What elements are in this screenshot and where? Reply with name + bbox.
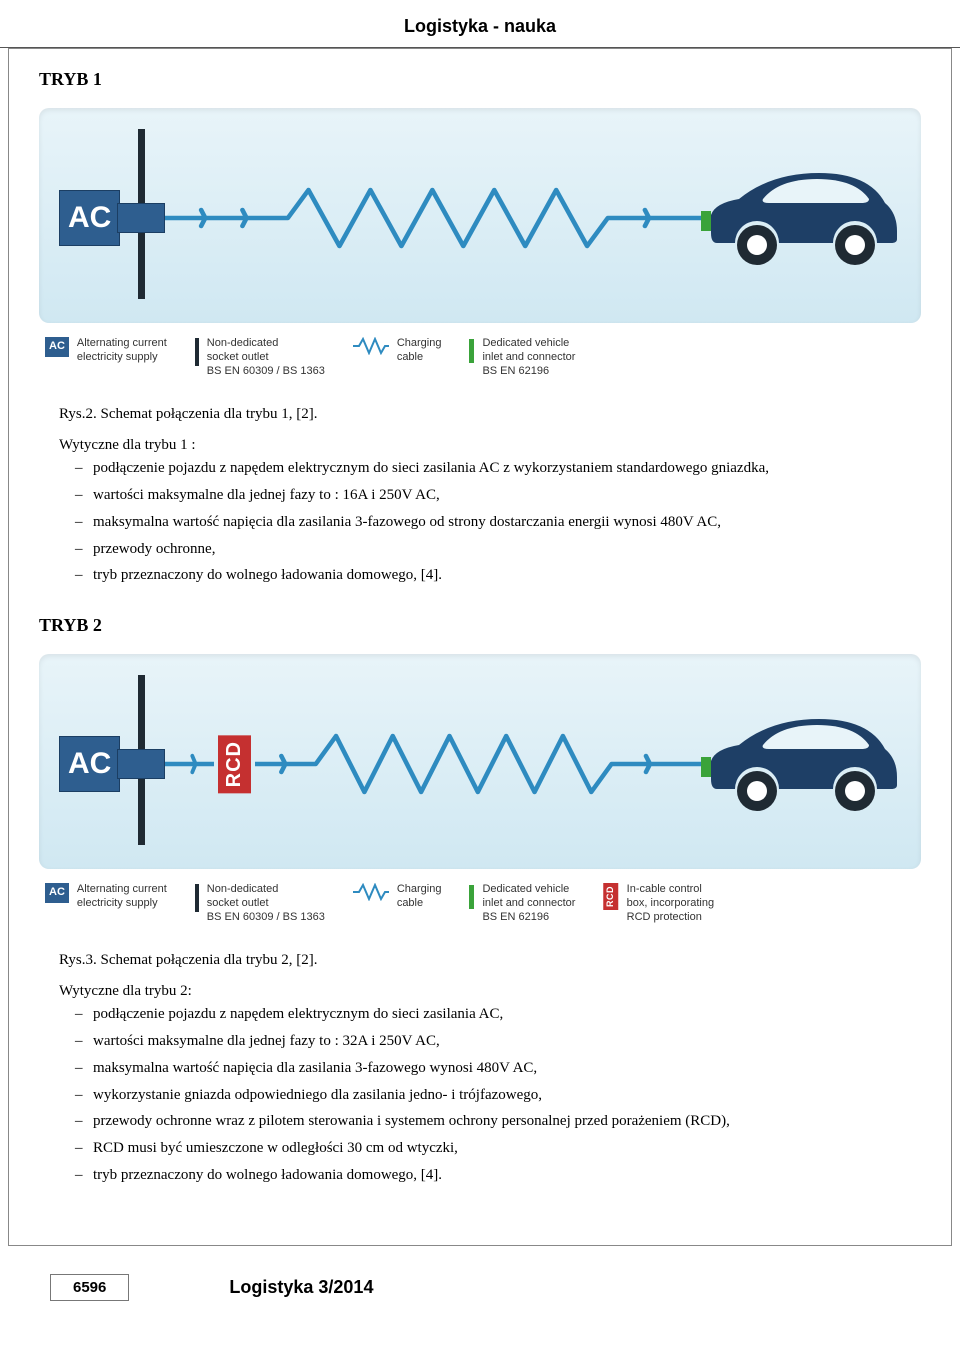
legend-text: Alternating currentelectricity supply: [77, 883, 167, 911]
ac-source: AC: [59, 679, 164, 849]
post-connector: [117, 749, 165, 779]
legend-item: Chargingcable: [353, 883, 442, 911]
legend-text: Dedicated vehicleinlet and connectorBS E…: [482, 883, 575, 924]
legend-text: Chargingcable: [397, 883, 442, 911]
ac-source: AC: [59, 133, 164, 303]
mode1-caption: Rys.2. Schemat połączenia dla trybu 1, […: [59, 406, 921, 423]
guideline-item: przewody ochronne wraz z pilotem sterowa…: [75, 1111, 921, 1133]
post-connector: [117, 203, 165, 233]
socket-bar-icon: [195, 884, 199, 912]
legend-item: RCD In-cable controlbox, incorporatingRCD…: [603, 883, 714, 924]
mode2-guidelines: podłączenie pojazdu z napędem elektryczn…: [75, 1004, 921, 1186]
car-icon: [701, 709, 901, 819]
mode2-caption: Rys.3. Schemat połączenia dla trybu 2, […: [59, 952, 921, 969]
guideline-item: RCD musi być umieszczone w odległości 30…: [75, 1138, 921, 1160]
legend-text: Alternating currentelectricity supply: [77, 337, 167, 365]
connector-icon: [469, 885, 474, 909]
mode2-title: TRYB 2: [39, 615, 921, 636]
guideline-item: podłączenie pojazdu z napędem elektryczn…: [75, 1004, 921, 1026]
legend-item: Non-dedicatedsocket outletBS EN 60309 / …: [195, 337, 325, 378]
cable-icon: [353, 337, 389, 355]
guideline-item: tryb przeznaczony do wolnego ładowania d…: [75, 565, 921, 587]
page-number: 6596: [50, 1274, 129, 1301]
car-icon: [701, 163, 901, 273]
legend-item: Dedicated vehicleinlet and connectorBS E…: [469, 883, 575, 924]
legend-item: AC Alternating currentelectricity supply: [45, 337, 167, 365]
mode1-legend: AC Alternating currentelectricity supply N…: [39, 337, 921, 378]
legend-item: Dedicated vehicleinlet and connectorBS E…: [469, 337, 575, 378]
legend-item: AC Alternating currentelectricity supply: [45, 883, 167, 911]
rcd-icon: RCD: [603, 883, 618, 910]
mode1-diagram: AC: [39, 108, 921, 323]
rcd-box: RCD: [218, 735, 251, 793]
cable-icon: [353, 883, 389, 901]
cable-short: [164, 724, 214, 804]
guideline-item: wykorzystanie gniazda odpowiedniego dla …: [75, 1085, 921, 1107]
legend-item: Non-dedicatedsocket outletBS EN 60309 / …: [195, 883, 325, 924]
connector-icon: [469, 339, 474, 363]
guideline-item: wartości maksymalne dla jednej fazy to :…: [75, 1031, 921, 1053]
mode1-intro: Wytyczne dla trybu 1 :: [59, 437, 921, 454]
guideline-item: tryb przeznaczony do wolnego ładowania d…: [75, 1165, 921, 1187]
page-header: Logistyka - nauka: [0, 0, 960, 48]
guideline-item: maksymalna wartość napięcia dla zasilani…: [75, 512, 921, 534]
journal-ref: Logistyka 3/2014: [229, 1277, 373, 1298]
legend-text: Dedicated vehicleinlet and connectorBS E…: [482, 337, 575, 378]
mode2-diagram: AC RCD: [39, 654, 921, 869]
charging-cable: [164, 178, 701, 258]
socket-post: [118, 133, 164, 303]
charging-cable: [255, 724, 701, 804]
mode2-intro: Wytyczne dla trybu 2:: [59, 983, 921, 1000]
ac-box: AC: [59, 190, 120, 246]
ac-icon: AC: [45, 883, 69, 903]
legend-text: Chargingcable: [397, 337, 442, 365]
socket-post: [118, 679, 164, 849]
ac-icon: AC: [45, 337, 69, 357]
socket-bar-icon: [195, 338, 199, 366]
page-content: TRYB 1 AC ACAltern: [8, 48, 952, 1246]
legend-text: In-cable controlbox, incorporatingRCD pr…: [627, 883, 714, 924]
mode2-legend: AC Alternating currentelectricity supply N…: [39, 883, 921, 924]
legend-text: Non-dedicatedsocket outletBS EN 60309 / …: [207, 337, 325, 378]
guideline-item: przewody ochronne,: [75, 539, 921, 561]
legend-text: Non-dedicatedsocket outletBS EN 60309 / …: [207, 883, 325, 924]
guideline-item: podłączenie pojazdu z napędem elektryczn…: [75, 458, 921, 480]
legend-item: Chargingcable: [353, 337, 442, 365]
mode1-title: TRYB 1: [39, 69, 921, 90]
guideline-item: wartości maksymalne dla jednej fazy to :…: [75, 485, 921, 507]
page-footer: 6596 Logistyka 3/2014: [0, 1266, 960, 1319]
guideline-item: maksymalna wartość napięcia dla zasilani…: [75, 1058, 921, 1080]
ac-box: AC: [59, 736, 120, 792]
mode1-guidelines: podłączenie pojazdu z napędem elektryczn…: [75, 458, 921, 587]
